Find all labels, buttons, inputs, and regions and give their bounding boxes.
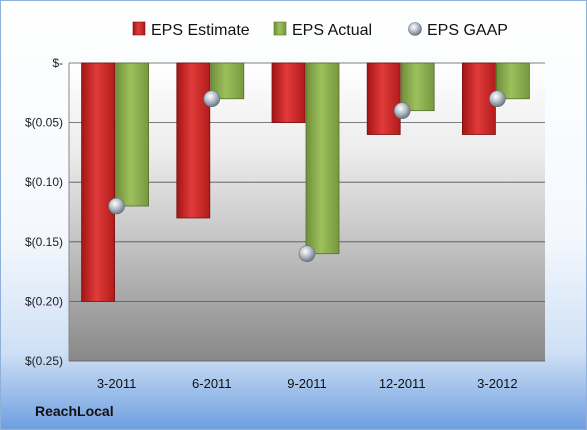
eps-estimate-bar — [81, 62, 115, 302]
y-tick-label: $- — [52, 56, 63, 70]
eps-actual-bar — [115, 62, 149, 207]
x-tick-label: 9-2011 — [287, 376, 327, 391]
legend-swatch — [408, 22, 422, 36]
y-tick-label: $(0.25) — [25, 354, 63, 368]
legend-swatch — [273, 21, 287, 36]
eps-gaap-marker — [203, 90, 221, 108]
company-name: ReachLocal — [35, 403, 114, 419]
eps-actual-bar — [305, 62, 340, 255]
y-axis-ticks: $- $(0.05) $(0.10) $(0.15) $(0.20) $(0.25) — [25, 56, 63, 368]
y-tick-label: $(0.20) — [25, 294, 63, 308]
eps-gaap-marker — [393, 102, 411, 119]
eps-gaap-marker — [489, 90, 506, 108]
gaap-markers — [108, 90, 506, 263]
x-tick-label: 3-2012 — [477, 376, 517, 391]
bars — [81, 62, 530, 302]
y-tick-label: $(0.15) — [25, 235, 63, 249]
eps-estimate-bar — [271, 62, 306, 123]
legend: EPS Estimate EPS Actual EPS GAAP — [132, 21, 508, 39]
y-tick-label: $(0.05) — [25, 116, 63, 130]
x-tick-label: 3-2011 — [97, 376, 137, 391]
x-axis-ticks: 3-2011 6-2011 9-2011 12-2011 3-2012 — [97, 376, 518, 391]
legend-label: EPS GAAP — [427, 22, 508, 39]
x-tick-label: 12-2011 — [379, 376, 426, 391]
eps-actual-bar — [400, 62, 435, 112]
legend-swatch — [132, 21, 146, 36]
eps-gaap-marker — [298, 245, 316, 263]
y-tick-label: $(0.10) — [25, 175, 63, 189]
legend-label: EPS Estimate — [151, 22, 250, 39]
eps-estimate-bar — [176, 62, 211, 219]
x-tick-label: 6-2011 — [192, 376, 232, 391]
legend-label: EPS Actual — [292, 22, 372, 39]
eps-gaap-marker — [108, 197, 125, 215]
eps-estimate-bar — [366, 62, 401, 135]
